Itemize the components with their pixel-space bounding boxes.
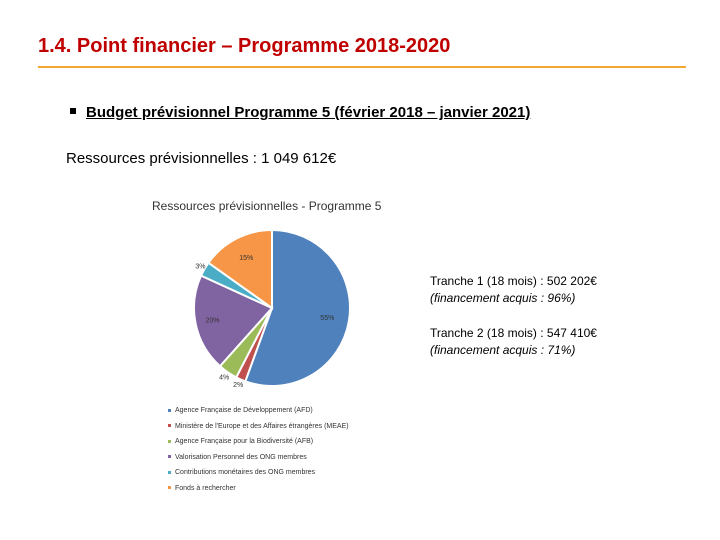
legend-swatch-icon: [168, 424, 171, 428]
title-underline: [38, 66, 686, 68]
tranche-2-note: (financement acquis : 71%): [430, 343, 576, 357]
tranche-2-amount: Tranche 2 (18 mois) : 547 410€: [430, 326, 597, 340]
tranche-1: Tranche 1 (18 mois) : 502 202€ (financem…: [430, 273, 597, 307]
page-title: 1.4. Point financier – Programme 2018-20…: [38, 35, 451, 57]
budget-heading: Budget prévisionnel Programme 5 (février…: [86, 104, 531, 121]
legend-label: Agence Française de Développement (AFD): [175, 407, 313, 414]
chart-legend: Agence Française de Développement (AFD) M…: [168, 403, 349, 496]
legend-label: Fonds à rechercher: [175, 484, 236, 492]
pie-slice-label: 15%: [239, 255, 253, 262]
pie-slice: [193, 274, 274, 368]
pie-slice: [207, 228, 273, 310]
legend-swatch-icon: [168, 455, 171, 459]
legend-item: Agence Française de Développement (AFD): [168, 403, 349, 419]
legend-item: Ministère de l'Europe et des Affaires ét…: [168, 419, 349, 435]
legend-swatch-icon: [168, 408, 171, 412]
legend-item: Contributions monétaires des ONG membres: [168, 465, 349, 481]
pie-slice: [244, 228, 351, 387]
legend-swatch-icon: [168, 439, 171, 443]
legend-label: Valorisation Personnel des ONG membres: [175, 453, 307, 461]
legend-item: Agence Française pour la Biodiversité (A…: [168, 434, 349, 450]
title-area: 1.4. Point financier – Programme 2018-20…: [38, 34, 686, 68]
legend-label: Agence Française pour la Biodiversité (A…: [175, 438, 314, 445]
pie-slice-label: 3%: [195, 264, 205, 271]
pie-slice-label: 55%: [320, 315, 334, 322]
tranche-1-amount: Tranche 1 (18 mois) : 502 202€: [430, 274, 597, 288]
budget-bullet: Budget prévisionnel Programme 5 (février…: [70, 104, 530, 121]
legend-swatch-icon: [168, 470, 171, 474]
chart-title: Ressources prévisionnelles - Programme 5: [152, 199, 382, 213]
legend-item: Fonds à rechercher: [168, 481, 349, 497]
legend-label: Contributions monétaires des ONG membres: [175, 469, 316, 476]
square-bullet-icon: [70, 108, 76, 115]
pie-slice-label: 20%: [205, 317, 219, 324]
tranche-1-note: (financement acquis : 96%): [430, 291, 576, 305]
pie-slice-label: 4%: [219, 374, 229, 381]
tranche-2: Tranche 2 (18 mois) : 547 410€ (financem…: [430, 325, 597, 359]
legend-item: Valorisation Personnel des ONG membres: [168, 450, 349, 466]
legend-swatch-icon: [168, 486, 171, 490]
legend-label: Ministère de l'Europe et des Affaires ét…: [175, 422, 349, 430]
resources-total: Ressources prévisionnelles : 1 049 612€: [66, 150, 337, 167]
pie-slice-label: 2%: [233, 382, 243, 389]
